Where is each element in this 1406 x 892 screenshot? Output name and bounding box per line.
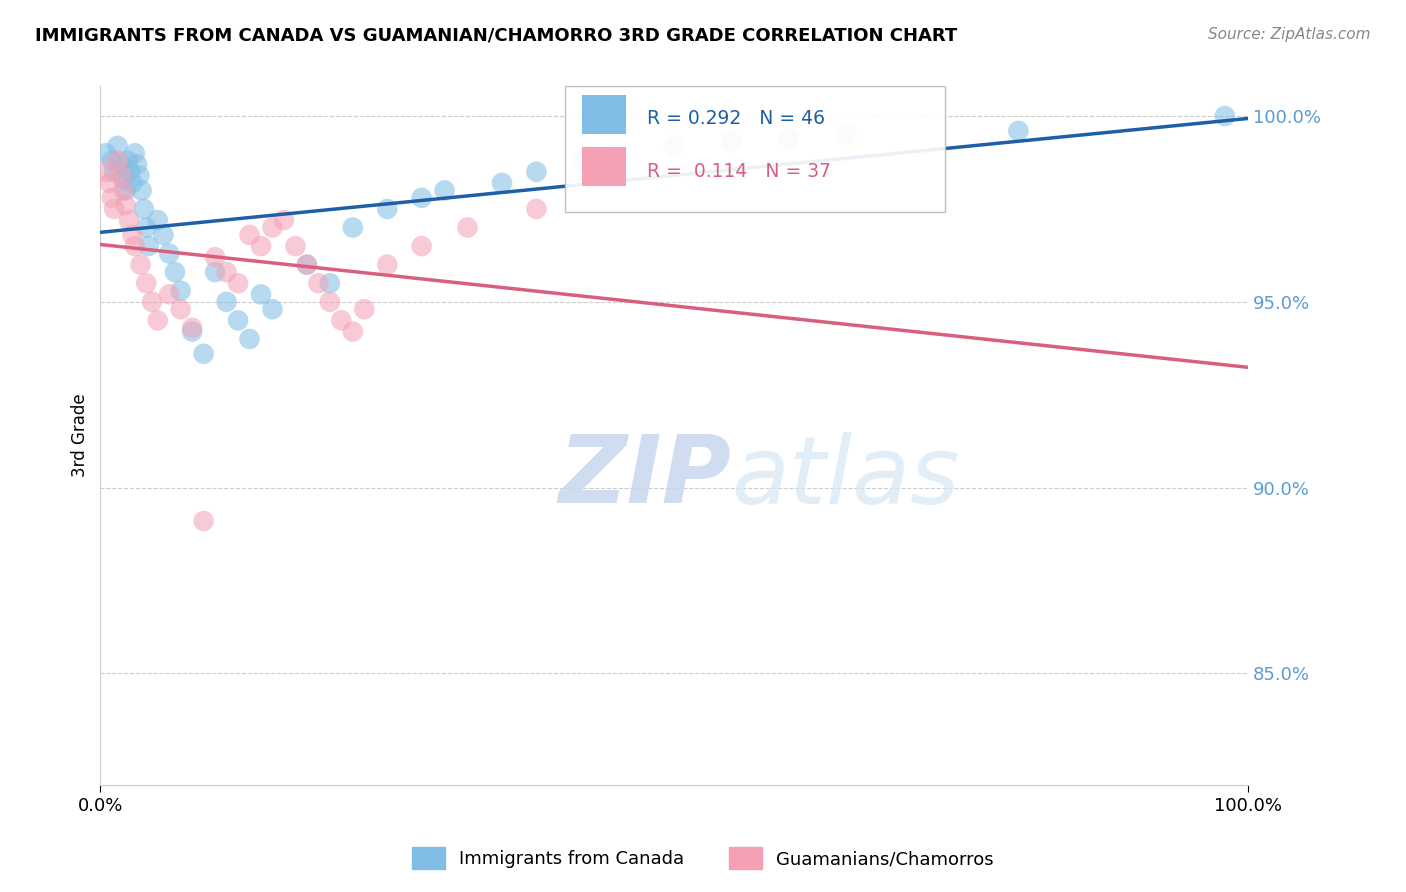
Point — [1213, 109, 1236, 123]
Point — [662, 138, 685, 153]
Point — [353, 302, 375, 317]
Point — [193, 347, 215, 361]
Point — [101, 191, 124, 205]
Point — [411, 239, 433, 253]
Point — [375, 202, 398, 216]
Point — [204, 265, 226, 279]
Point — [121, 227, 143, 242]
Point — [94, 146, 117, 161]
Point — [128, 169, 150, 183]
Point — [112, 183, 135, 197]
Point — [132, 202, 155, 216]
Point — [121, 176, 143, 190]
Point — [1007, 124, 1029, 138]
Point — [181, 325, 204, 339]
Point — [138, 239, 160, 253]
Point — [342, 325, 364, 339]
Point — [319, 277, 342, 291]
Point — [120, 165, 142, 179]
Point — [778, 131, 800, 145]
Point — [319, 294, 342, 309]
Point — [129, 258, 152, 272]
Point — [295, 258, 318, 272]
Point — [135, 220, 157, 235]
Point — [131, 183, 153, 197]
Point — [835, 128, 858, 142]
Point — [157, 246, 180, 260]
Point — [124, 239, 146, 253]
Point — [411, 191, 433, 205]
Point — [114, 183, 136, 197]
Point — [114, 198, 136, 212]
Text: R = 0.292   N = 46: R = 0.292 N = 46 — [647, 110, 824, 128]
Point — [141, 294, 163, 309]
Point — [101, 153, 124, 168]
Point — [146, 213, 169, 227]
Point — [157, 287, 180, 301]
FancyBboxPatch shape — [565, 87, 945, 212]
Point — [112, 172, 135, 186]
Point — [262, 220, 284, 235]
Point — [571, 153, 593, 168]
Point — [94, 165, 117, 179]
Point — [342, 220, 364, 235]
Legend: Immigrants from Canada, Guamanians/Chamorros: Immigrants from Canada, Guamanians/Chamo… — [404, 838, 1002, 879]
Point — [295, 258, 318, 272]
Point — [238, 227, 260, 242]
Point — [170, 302, 193, 317]
Point — [124, 146, 146, 161]
Point — [163, 265, 186, 279]
Text: ZIP: ZIP — [558, 432, 731, 524]
Point — [103, 165, 125, 179]
Point — [262, 302, 284, 317]
Point — [307, 277, 329, 291]
Point — [457, 220, 479, 235]
Text: atlas: atlas — [731, 432, 960, 523]
Point — [193, 514, 215, 528]
Point — [110, 169, 132, 183]
Point — [135, 277, 157, 291]
Point — [181, 321, 204, 335]
Point — [606, 146, 628, 161]
Point — [250, 239, 273, 253]
Y-axis label: 3rd Grade: 3rd Grade — [72, 393, 89, 477]
Point — [170, 284, 193, 298]
Point — [107, 153, 129, 168]
Point — [226, 313, 249, 327]
Point — [491, 176, 513, 190]
Point — [215, 265, 238, 279]
Point — [433, 183, 456, 197]
Point — [103, 202, 125, 216]
Point — [720, 135, 742, 149]
Point — [375, 258, 398, 272]
Point — [250, 287, 273, 301]
Point — [146, 313, 169, 327]
Point — [118, 213, 141, 227]
Point — [330, 313, 353, 327]
Point — [238, 332, 260, 346]
Point — [117, 153, 139, 168]
Text: R =  0.114   N = 37: R = 0.114 N = 37 — [647, 161, 831, 181]
Text: Source: ZipAtlas.com: Source: ZipAtlas.com — [1208, 27, 1371, 42]
Point — [98, 176, 121, 190]
Point — [273, 213, 295, 227]
Point — [226, 277, 249, 291]
Point — [215, 294, 238, 309]
Point — [110, 157, 132, 171]
FancyBboxPatch shape — [582, 95, 626, 134]
Text: IMMIGRANTS FROM CANADA VS GUAMANIAN/CHAMORRO 3RD GRADE CORRELATION CHART: IMMIGRANTS FROM CANADA VS GUAMANIAN/CHAM… — [35, 27, 957, 45]
Point — [204, 250, 226, 264]
Point — [125, 157, 148, 171]
Point — [152, 227, 174, 242]
Point — [284, 239, 307, 253]
Point — [107, 138, 129, 153]
FancyBboxPatch shape — [582, 147, 626, 186]
Point — [526, 202, 548, 216]
Point — [526, 165, 548, 179]
